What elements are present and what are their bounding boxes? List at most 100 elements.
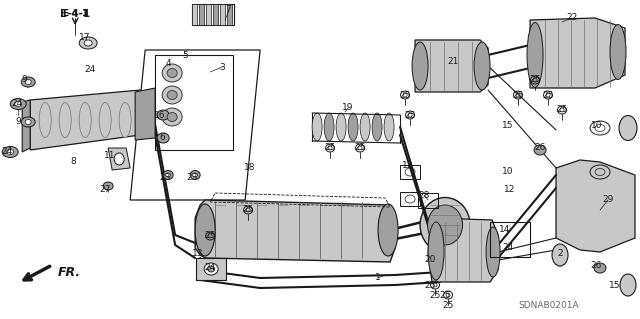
Text: 12: 12 <box>403 160 414 169</box>
Text: 24: 24 <box>1 147 13 157</box>
Text: 25: 25 <box>399 91 411 100</box>
Ellipse shape <box>428 205 463 245</box>
Polygon shape <box>135 88 155 140</box>
Text: 5: 5 <box>182 50 188 60</box>
Bar <box>418 193 438 208</box>
Text: 17: 17 <box>79 33 91 42</box>
Ellipse shape <box>204 263 218 275</box>
Ellipse shape <box>79 37 97 49</box>
Text: 12: 12 <box>504 186 516 195</box>
Ellipse shape <box>372 113 382 141</box>
Ellipse shape <box>162 64 182 82</box>
Ellipse shape <box>620 274 636 296</box>
Text: 25: 25 <box>424 280 436 290</box>
Ellipse shape <box>594 263 606 273</box>
Ellipse shape <box>193 173 198 177</box>
Polygon shape <box>213 4 218 25</box>
Bar <box>490 222 530 257</box>
Ellipse shape <box>207 266 214 272</box>
Text: E-4-1: E-4-1 <box>62 10 88 19</box>
Text: 8: 8 <box>70 158 76 167</box>
Ellipse shape <box>21 117 35 127</box>
Text: 16: 16 <box>154 110 166 120</box>
Ellipse shape <box>412 42 428 90</box>
Ellipse shape <box>10 99 26 109</box>
Ellipse shape <box>114 153 124 165</box>
Ellipse shape <box>190 170 200 180</box>
Text: 20: 20 <box>424 256 436 264</box>
Text: 25: 25 <box>442 300 454 309</box>
Text: 11: 11 <box>104 151 116 160</box>
Text: 25: 25 <box>324 144 336 152</box>
Ellipse shape <box>195 204 215 256</box>
Polygon shape <box>220 4 225 25</box>
Text: 3: 3 <box>220 63 225 71</box>
Ellipse shape <box>552 244 568 266</box>
Ellipse shape <box>610 25 626 79</box>
Ellipse shape <box>324 113 334 141</box>
Polygon shape <box>199 4 204 25</box>
Text: 29: 29 <box>602 196 614 204</box>
Ellipse shape <box>360 113 370 141</box>
Ellipse shape <box>39 102 51 137</box>
Text: 25: 25 <box>429 291 441 300</box>
Polygon shape <box>227 4 232 25</box>
Text: 25: 25 <box>542 91 554 100</box>
Text: 24: 24 <box>502 243 514 253</box>
Text: 10: 10 <box>591 121 603 130</box>
Ellipse shape <box>157 110 169 120</box>
Ellipse shape <box>348 113 358 141</box>
Text: 25: 25 <box>355 144 366 152</box>
Ellipse shape <box>312 113 322 141</box>
Ellipse shape <box>534 145 546 155</box>
Polygon shape <box>530 18 625 88</box>
Ellipse shape <box>166 173 171 177</box>
Text: 14: 14 <box>499 226 511 234</box>
Text: 25: 25 <box>404 110 416 120</box>
Text: 23: 23 <box>186 174 198 182</box>
Ellipse shape <box>162 108 182 126</box>
Text: SDNAB0201A: SDNAB0201A <box>518 301 579 310</box>
Text: 1: 1 <box>375 273 381 283</box>
Text: 18: 18 <box>244 164 256 173</box>
Text: 25: 25 <box>243 205 254 214</box>
Ellipse shape <box>336 113 346 141</box>
Ellipse shape <box>167 113 177 122</box>
Ellipse shape <box>79 102 91 137</box>
Ellipse shape <box>428 222 444 280</box>
Text: 10: 10 <box>502 167 514 176</box>
Polygon shape <box>30 90 155 150</box>
Text: 4: 4 <box>165 58 171 68</box>
Ellipse shape <box>103 182 113 190</box>
Ellipse shape <box>2 146 18 158</box>
Text: 15: 15 <box>502 121 514 130</box>
Text: 19: 19 <box>342 103 354 113</box>
Ellipse shape <box>162 86 182 104</box>
Text: 24: 24 <box>205 263 216 272</box>
Polygon shape <box>206 4 211 25</box>
Polygon shape <box>108 148 130 170</box>
Ellipse shape <box>157 133 169 143</box>
Text: 27: 27 <box>99 186 111 195</box>
Text: 9: 9 <box>21 76 27 85</box>
Ellipse shape <box>474 42 490 90</box>
Ellipse shape <box>619 115 637 140</box>
Bar <box>400 192 420 206</box>
Text: 25: 25 <box>529 76 541 85</box>
Text: 13: 13 <box>193 249 204 257</box>
Text: 15: 15 <box>609 280 621 290</box>
Polygon shape <box>192 4 197 25</box>
Ellipse shape <box>25 120 31 124</box>
Text: 25: 25 <box>556 106 568 115</box>
Polygon shape <box>195 200 395 262</box>
Bar <box>400 165 420 179</box>
Polygon shape <box>22 100 30 152</box>
Ellipse shape <box>420 197 470 253</box>
Ellipse shape <box>486 227 500 277</box>
Text: 24: 24 <box>12 99 23 108</box>
Ellipse shape <box>15 101 22 107</box>
Ellipse shape <box>527 23 543 87</box>
Bar <box>155 55 233 150</box>
Text: 23: 23 <box>159 174 171 182</box>
Text: 22: 22 <box>566 13 578 23</box>
